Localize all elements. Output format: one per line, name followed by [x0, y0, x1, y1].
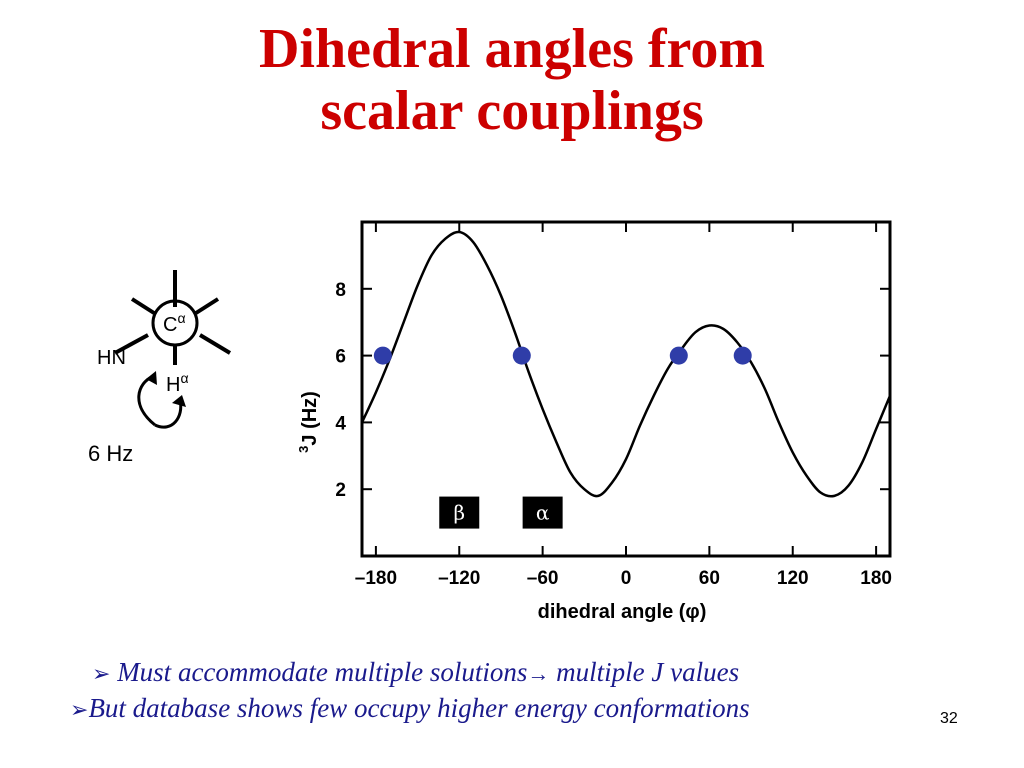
data-point	[373, 346, 392, 365]
coupling-chart: 3J (Hz) dihedral angle (φ) –180 –120 –60 0 6…	[296, 220, 892, 623]
x-tick-label: 0	[621, 568, 632, 589]
bullet-marker-icon: ➢	[92, 661, 111, 686]
slide-number: 32	[940, 710, 958, 727]
data-point	[512, 346, 531, 365]
front-bond-right	[198, 333, 232, 355]
y-tick-label: 4	[335, 413, 346, 434]
bullet-list: ➢ Must accommodate multiple solutions→ m…	[70, 655, 970, 727]
x-tick-label: –120	[438, 568, 480, 589]
front-bond-left	[114, 333, 149, 355]
slide-title: Dihedral angles from scalar couplings	[0, 18, 1024, 142]
arrowhead-hn	[146, 371, 157, 385]
y-tick-label: 6	[335, 347, 346, 368]
region-label: β	[453, 501, 465, 525]
ha-superscript: α	[180, 370, 188, 386]
right-arrow-icon: →	[527, 661, 550, 686]
y-axis-title: 3J (Hz)	[296, 391, 321, 453]
y-tick-label: 2	[335, 480, 346, 501]
region-box	[439, 496, 480, 529]
region-label: α	[536, 501, 550, 525]
data-point	[669, 346, 688, 365]
coupling-label: 6 Hz	[88, 441, 133, 466]
back-bond-upper-right	[194, 297, 220, 315]
svg-text:3J (Hz): 3J (Hz)	[296, 391, 321, 453]
karplus-curve	[362, 230, 890, 498]
hn-label: HN	[97, 347, 126, 369]
x-tick-label: 120	[777, 568, 809, 589]
data-point	[733, 346, 752, 365]
title-line-1: Dihedral angles from	[258, 18, 766, 80]
bullet-2-text: But database shows few occupy higher ene…	[88, 693, 750, 723]
x-axis-title: dihedral angle (φ)	[538, 601, 707, 623]
coupling-arrow	[137, 375, 156, 427]
back-bond-upper-left	[130, 297, 156, 315]
ca-label: Cα	[163, 310, 186, 336]
y-tick-label: 8	[335, 280, 346, 301]
x-tick-label: 180	[860, 568, 892, 589]
bullet-2: ➢But database shows few occupy higher en…	[70, 691, 970, 727]
bullet-1-text-a: Must accommodate multiple solutions	[117, 657, 528, 687]
title-line-2: scalar couplings	[320, 80, 704, 142]
y-axis-label: J (Hz)	[299, 391, 321, 445]
bullet-marker-icon: ➢	[70, 697, 89, 722]
region-box	[522, 496, 563, 529]
bullet-1: ➢ Must accommodate multiple solutions→ m…	[70, 655, 970, 691]
x-tick-label: 60	[699, 568, 720, 589]
bullet-1-text-b: multiple J values	[556, 657, 740, 687]
x-tick-label: –180	[355, 568, 397, 589]
ha-label: Hα	[166, 370, 189, 396]
ca-superscript: α	[177, 310, 185, 326]
y-axis-superscript: 3	[296, 446, 311, 453]
carbon-circle	[151, 299, 199, 347]
arrowhead-ha	[172, 395, 186, 407]
x-tick-label: –60	[527, 568, 559, 589]
newman-projection: Cα HN Hα 6 Hz	[88, 270, 232, 466]
